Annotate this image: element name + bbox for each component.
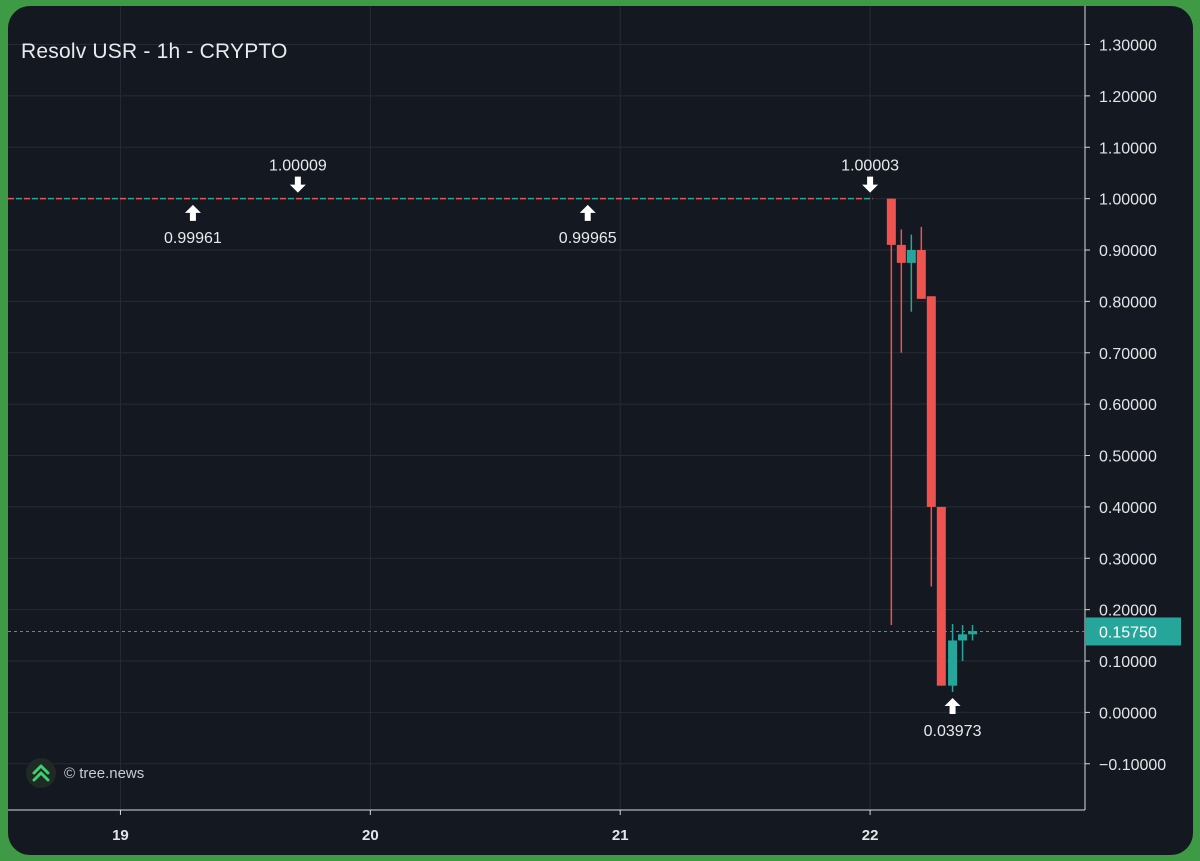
x-tick-label: 20 <box>362 827 379 844</box>
chart-title: Resolv USR - 1h - CRYPTO <box>21 40 288 63</box>
candle-body <box>906 250 916 263</box>
y-tick-label: 0.50000 <box>1099 449 1157 466</box>
y-tick-label: 0.00000 <box>1099 705 1157 722</box>
annotation-label: 0.99965 <box>559 230 617 247</box>
y-tick-label: 0.90000 <box>1099 243 1157 260</box>
price-annotation: 0.99961 <box>164 204 222 247</box>
annotation-label: 0.99961 <box>164 230 222 247</box>
candle-body <box>896 244 906 263</box>
y-tick-label: 1.30000 <box>1099 38 1157 55</box>
arrow-down-icon <box>289 176 306 193</box>
y-tick-label: 0.60000 <box>1099 397 1157 414</box>
candle-body <box>948 640 958 686</box>
candle-body <box>958 634 968 641</box>
y-tick-label: 0.30000 <box>1099 551 1157 568</box>
price-annotation: 0.99965 <box>559 204 617 247</box>
y-tick-label: 0.20000 <box>1099 603 1157 620</box>
candle-body <box>968 631 978 635</box>
x-tick-label: 19 <box>112 827 129 844</box>
y-tick-label: 0.40000 <box>1099 500 1157 517</box>
price-annotation: 1.00009 <box>269 158 327 193</box>
x-tick-label: 21 <box>612 827 629 844</box>
annotation-label: 1.00009 <box>269 158 327 175</box>
arrow-up-icon <box>184 204 201 221</box>
price-annotation: 0.03973 <box>924 697 982 740</box>
candle-body <box>916 250 926 299</box>
candle-body <box>886 198 896 245</box>
price-annotation: 1.00003 <box>841 158 899 193</box>
watermark-text: © tree.news <box>64 764 145 782</box>
candle-body <box>926 296 936 507</box>
annotation-label: 1.00003 <box>841 158 899 175</box>
y-tick-label: 0.70000 <box>1099 346 1157 363</box>
y-tick-label: 1.00000 <box>1099 192 1157 209</box>
chevrons-up-icon <box>26 758 56 788</box>
chart-frame: 1.30000 1.20000 1.10000 1.00000 0.90000 0.800… <box>8 6 1193 855</box>
last-price-badge <box>1085 617 1181 646</box>
y-tick-label: 1.10000 <box>1099 140 1157 157</box>
candlestick-chart: 1.30000 1.20000 1.10000 1.00000 0.90000 0.800… <box>8 6 1181 844</box>
arrow-down-icon <box>862 176 879 193</box>
x-tick-label: 22 <box>862 827 879 844</box>
watermark: © tree.news <box>26 758 144 788</box>
y-tick-label: 0.80000 <box>1099 294 1157 311</box>
y-tick-label: −0.10000 <box>1099 757 1166 774</box>
arrow-up-icon <box>944 697 961 714</box>
y-tick-label: 0.10000 <box>1099 654 1157 671</box>
arrow-up-icon <box>579 204 596 221</box>
y-tick-label: 1.20000 <box>1099 89 1157 106</box>
annotation-label: 0.03973 <box>924 723 982 740</box>
candle-body <box>936 506 946 686</box>
last-price-label: 0.15750 <box>1099 624 1157 641</box>
